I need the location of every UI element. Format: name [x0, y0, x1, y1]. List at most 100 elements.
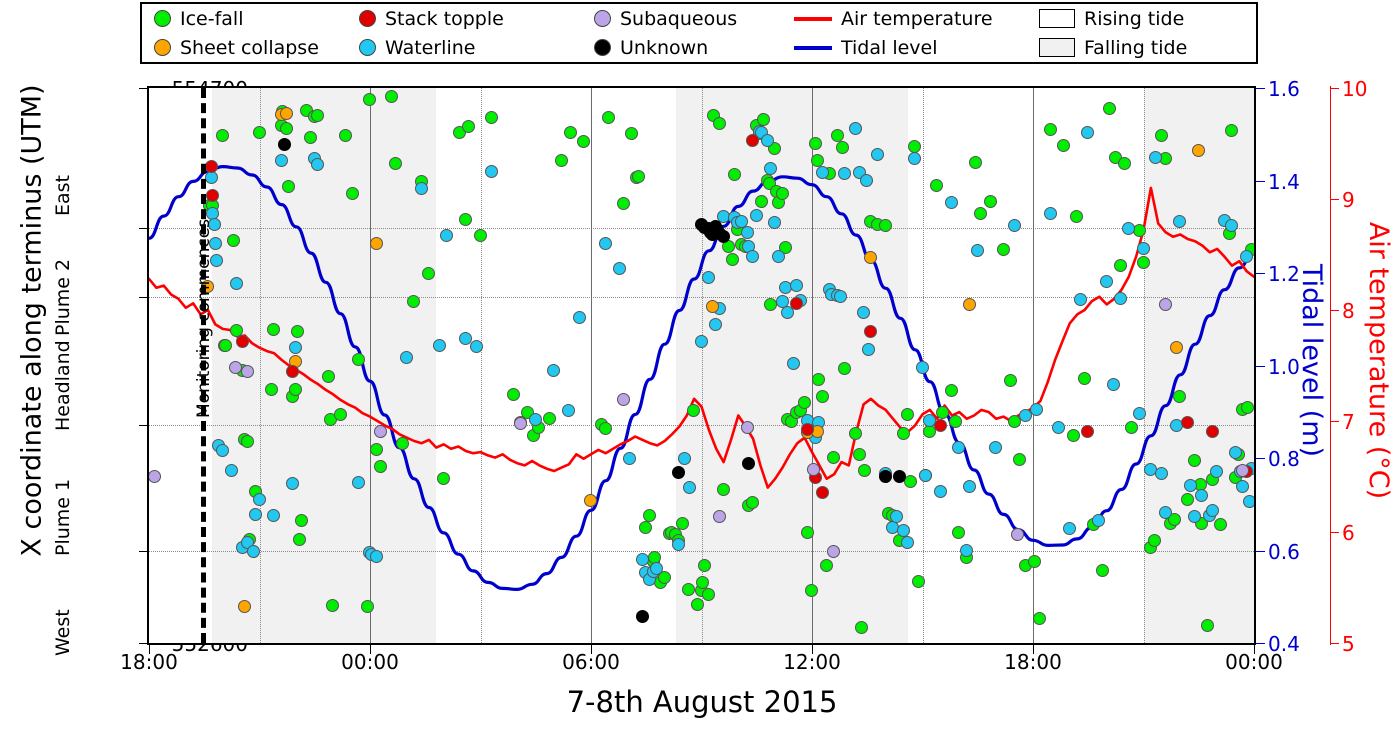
scatter-point-ice-fall[interactable]	[1077, 371, 1091, 385]
scatter-point-stack-topple[interactable]	[1206, 425, 1220, 439]
scatter-point-subaqueous[interactable]	[1158, 298, 1172, 312]
scatter-point-ice-fall[interactable]	[952, 526, 966, 540]
scatter-point-ice-fall[interactable]	[690, 597, 704, 611]
scatter-point-ice-fall[interactable]	[563, 125, 577, 139]
scatter-point-waterline[interactable]	[860, 173, 874, 187]
scatter-point-waterline[interactable]	[701, 271, 715, 285]
scatter-point-ice-fall[interactable]	[968, 156, 982, 170]
scatter-point-waterline[interactable]	[650, 562, 664, 575]
legend-item-rising-tide[interactable]: Rising tide	[1027, 8, 1257, 30]
scatter-point-waterline[interactable]	[1173, 215, 1187, 229]
scatter-point-waterline[interactable]	[458, 332, 472, 346]
scatter-point-waterline[interactable]	[1029, 403, 1043, 417]
scatter-point-sheet-collapse[interactable]	[863, 250, 877, 264]
scatter-point-waterline[interactable]	[838, 166, 852, 180]
scatter-point-ice-fall[interactable]	[351, 352, 365, 366]
scatter-point-waterline[interactable]	[484, 165, 498, 179]
scatter-point-unknown[interactable]	[278, 137, 292, 151]
scatter-point-waterline[interactable]	[683, 480, 697, 494]
scatter-point-waterline[interactable]	[285, 477, 299, 491]
scatter-point-ice-fall[interactable]	[830, 128, 844, 142]
scatter-point-waterline[interactable]	[1210, 464, 1224, 478]
scatter-point-ice-fall[interactable]	[363, 92, 376, 106]
scatter-point-ice-fall[interactable]	[280, 121, 294, 135]
scatter-point-ice-fall[interactable]	[1033, 612, 1047, 626]
scatter-point-stack-topple[interactable]	[801, 423, 815, 437]
scatter-point-ice-fall[interactable]	[462, 120, 476, 134]
scatter-point-stack-topple[interactable]	[1081, 424, 1095, 438]
scatter-point-waterline[interactable]	[598, 236, 612, 250]
scatter-point-ice-fall[interactable]	[1057, 138, 1071, 152]
scatter-point-waterline[interactable]	[399, 351, 413, 365]
scatter-point-waterline[interactable]	[208, 218, 222, 232]
legend-item-subaqueous[interactable]: Subaqueous	[582, 8, 782, 30]
scatter-point-ice-fall[interactable]	[701, 588, 715, 602]
scatter-point-waterline[interactable]	[252, 493, 266, 507]
scatter-point-sheet-collapse[interactable]	[370, 237, 384, 251]
scatter-point-ice-fall[interactable]	[1136, 255, 1150, 269]
scatter-point-ice-fall[interactable]	[983, 194, 997, 208]
scatter-point-subaqueous[interactable]	[241, 365, 255, 379]
legend-item-falling-tide[interactable]: Falling tide	[1027, 37, 1257, 59]
scatter-point-waterline[interactable]	[790, 279, 804, 293]
scatter-point-waterline[interactable]	[1184, 478, 1198, 492]
scatter-point-ice-fall[interactable]	[1167, 513, 1181, 527]
scatter-point-waterline[interactable]	[1158, 505, 1172, 519]
scatter-point-sheet-collapse[interactable]	[705, 300, 719, 314]
scatter-point-waterline[interactable]	[224, 464, 238, 478]
scatter-point-ice-fall[interactable]	[819, 559, 833, 573]
scatter-point-waterline[interactable]	[370, 550, 384, 564]
legend-item-tidal-level[interactable]: Tidal level	[782, 37, 1027, 59]
scatter-point-waterline[interactable]	[862, 342, 876, 356]
scatter-point-waterline[interactable]	[1235, 479, 1249, 493]
scatter-point-waterline[interactable]	[1073, 292, 1087, 306]
scatter-point-waterline[interactable]	[970, 243, 984, 257]
scatter-point-subaqueous[interactable]	[1235, 464, 1249, 478]
scatter-point-waterline[interactable]	[572, 310, 586, 324]
scatter-point-ice-fall[interactable]	[1200, 618, 1214, 632]
scatter-point-stack-topple[interactable]	[205, 160, 219, 174]
scatter-point-waterline[interactable]	[933, 485, 947, 499]
scatter-point-ice-fall[interactable]	[808, 137, 822, 151]
scatter-point-ice-fall[interactable]	[805, 584, 818, 598]
scatter-point-ice-fall[interactable]	[219, 339, 233, 353]
scatter-point-waterline[interactable]	[1044, 207, 1058, 221]
scatter-point-waterline[interactable]	[1114, 292, 1128, 306]
scatter-point-waterline[interactable]	[267, 509, 281, 523]
scatter-point-unknown[interactable]	[716, 230, 730, 244]
scatter-point-waterline[interactable]	[1092, 514, 1106, 528]
scatter-point-ice-fall[interactable]	[281, 180, 295, 194]
scatter-point-waterline[interactable]	[781, 305, 795, 319]
scatter-point-waterline[interactable]	[622, 452, 636, 466]
scatter-point-waterline[interactable]	[771, 250, 785, 264]
scatter-point-ice-fall[interactable]	[436, 472, 450, 486]
scatter-point-ice-fall[interactable]	[293, 532, 307, 546]
scatter-point-ice-fall[interactable]	[904, 475, 918, 489]
scatter-point-stack-topple[interactable]	[816, 485, 830, 499]
scatter-point-waterline[interactable]	[816, 165, 830, 179]
scatter-point-ice-fall[interactable]	[944, 384, 958, 398]
scatter-point-waterline[interactable]	[432, 339, 446, 353]
scatter-point-subaqueous[interactable]	[806, 462, 820, 476]
scatter-point-waterline[interactable]	[963, 480, 977, 494]
scatter-point-ice-fall[interactable]	[1003, 373, 1017, 387]
scatter-point-waterline[interactable]	[635, 552, 649, 566]
scatter-point-ice-fall[interactable]	[226, 234, 240, 248]
scatter-point-ice-fall[interactable]	[900, 408, 914, 422]
scatter-point-sheet-collapse[interactable]	[963, 297, 977, 311]
scatter-point-ice-fall[interactable]	[1013, 453, 1027, 467]
scatter-point-subaqueous[interactable]	[617, 392, 631, 406]
scatter-point-subaqueous[interactable]	[1011, 528, 1025, 542]
scatter-point-ice-fall[interactable]	[294, 513, 308, 527]
scatter-point-waterline[interactable]	[1243, 494, 1254, 508]
scatter-point-waterline[interactable]	[889, 509, 903, 523]
scatter-point-waterline[interactable]	[1224, 218, 1238, 232]
scatter-point-waterline[interactable]	[230, 276, 244, 290]
scatter-point-ice-fall[interactable]	[1180, 493, 1194, 507]
scatter-point-ice-fall[interactable]	[241, 434, 255, 448]
scatter-point-waterline[interactable]	[1132, 407, 1146, 421]
scatter-point-waterline[interactable]	[989, 440, 1003, 454]
scatter-point-ice-fall[interactable]	[617, 196, 631, 210]
scatter-point-ice-fall[interactable]	[930, 179, 944, 193]
scatter-point-ice-fall[interactable]	[935, 405, 949, 419]
